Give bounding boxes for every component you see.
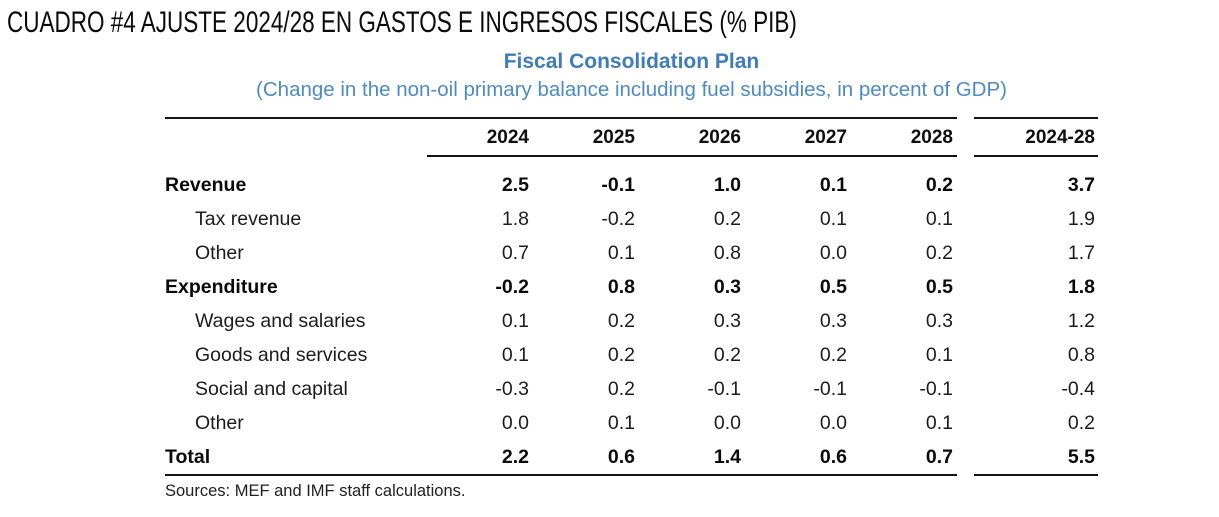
top-rule-lastcol-segment [974, 117, 1098, 119]
row-cell: -0.1 [919, 377, 953, 400]
column-header-2025: 2025 [592, 127, 635, 148]
row-label: Goods and services [195, 343, 368, 366]
row-cell: 0.8 [1067, 343, 1095, 366]
row-cell: 0.3 [713, 309, 741, 332]
row-cell: 0.1 [925, 411, 953, 434]
table-row: Other 0.0 0.1 0.0 0.0 0.1 0.2 [165, 406, 1098, 440]
row-cell: 2.2 [501, 445, 529, 468]
table-top-rule [165, 117, 1098, 119]
row-cell: 0.3 [819, 309, 847, 332]
row-cell: 0.2 [607, 377, 635, 400]
row-label: Other [195, 411, 244, 434]
row-cell: 0.2 [925, 241, 953, 264]
row-cell: -0.1 [813, 377, 847, 400]
header-rule-main-segment [427, 155, 957, 157]
fiscal-consolidation-table: Fiscal Consolidation Plan (Change in the… [165, 48, 1098, 501]
bottom-rule-main-segment [165, 474, 957, 476]
table-row: Wages and salaries 0.1 0.2 0.3 0.3 0.3 1… [165, 304, 1098, 338]
table-row: Social and capital -0.3 0.2 -0.1 -0.1 -0… [165, 372, 1098, 406]
table-header-rule [165, 155, 1098, 157]
row-cell: 2.5 [501, 173, 529, 196]
table-row: Goods and services 0.1 0.2 0.2 0.2 0.1 0… [165, 338, 1098, 372]
row-cell: -0.3 [495, 377, 529, 400]
table-row: Total 2.2 0.6 1.4 0.6 0.7 5.5 [165, 440, 1098, 474]
column-header-2024-28: 2024-28 [1025, 127, 1095, 148]
row-cell: -0.2 [495, 275, 529, 298]
row-cell: 1.4 [713, 445, 741, 468]
row-cell: 0.6 [607, 445, 635, 468]
row-cell: 0.1 [925, 207, 953, 230]
header-label-spacer [165, 149, 427, 155]
row-label: Social and capital [195, 377, 348, 400]
header-rule-lastcol-segment [974, 155, 1098, 157]
table-row: Other 0.7 0.1 0.8 0.0 0.2 1.7 [165, 236, 1098, 270]
table-row: Expenditure -0.2 0.8 0.3 0.5 0.5 1.8 [165, 270, 1098, 304]
row-label: Revenue [165, 173, 247, 196]
page-title: CUADRO #4 AJUSTE 2024/28 EN GASTOS E ING… [7, 6, 797, 39]
table-bottom-rule [165, 474, 1098, 476]
row-cell: -0.4 [1061, 377, 1095, 400]
row-cell: 0.1 [819, 207, 847, 230]
row-cell: 0.0 [819, 411, 847, 434]
row-cell: 0.0 [713, 411, 741, 434]
row-cell: 0.1 [501, 343, 529, 366]
row-cell: 3.7 [1067, 173, 1095, 196]
row-cell: 1.8 [1067, 275, 1095, 298]
table-header-row: 2024 2025 2026 2027 2028 2024-28 [165, 119, 1098, 155]
row-cell: 0.1 [819, 173, 847, 196]
row-label: Expenditure [165, 275, 278, 298]
row-cell: -0.1 [707, 377, 741, 400]
row-cell: 0.5 [819, 275, 847, 298]
row-cell: 0.2 [925, 173, 953, 196]
row-cell: 1.7 [1067, 241, 1095, 264]
row-label: Tax revenue [195, 207, 302, 230]
table-subtitle: (Change in the non-oil primary balance i… [256, 78, 1007, 101]
row-cell: 0.2 [713, 343, 741, 366]
row-cell: 1.0 [713, 173, 741, 196]
bottom-rule-lastcol-segment [974, 474, 1098, 476]
row-cell: 0.0 [819, 241, 847, 264]
row-cell: 0.7 [925, 445, 953, 468]
row-cell: 0.3 [925, 309, 953, 332]
row-cell: 0.2 [607, 309, 635, 332]
column-header-2027: 2027 [804, 127, 847, 148]
row-cell: 0.2 [819, 343, 847, 366]
row-cell: 0.8 [607, 275, 635, 298]
row-cell: 0.2 [713, 207, 741, 230]
row-cell: -0.2 [601, 207, 635, 230]
row-cell: 1.2 [1067, 309, 1095, 332]
table-title: Fiscal Consolidation Plan [503, 50, 760, 73]
table-source-note: Sources: MEF and IMF staff calculations. [165, 482, 466, 500]
column-header-2026: 2026 [698, 127, 741, 148]
table-body: Revenue 2.5 -0.1 1.0 0.1 0.2 3.7 Tax rev… [165, 168, 1098, 474]
top-rule-main-segment [165, 117, 957, 119]
column-header-2024: 2024 [486, 127, 529, 148]
row-cell: 5.5 [1067, 445, 1095, 468]
row-cell: 0.1 [501, 309, 529, 332]
row-cell: 1.9 [1067, 207, 1095, 230]
row-cell: 0.6 [819, 445, 847, 468]
row-cell: 0.1 [925, 343, 953, 366]
row-cell: 0.0 [501, 411, 529, 434]
row-cell: 0.3 [713, 275, 741, 298]
row-label: Wages and salaries [195, 309, 366, 332]
row-cell: 0.5 [925, 275, 953, 298]
row-label: Other [195, 241, 244, 264]
row-cell: 0.2 [1067, 411, 1095, 434]
table-row: Revenue 2.5 -0.1 1.0 0.1 0.2 3.7 [165, 168, 1098, 202]
table-body-spacer [165, 157, 1098, 168]
row-cell: 0.2 [607, 343, 635, 366]
column-header-2028: 2028 [910, 127, 953, 148]
row-cell: -0.1 [601, 173, 635, 196]
row-cell: 0.1 [607, 241, 635, 264]
row-cell: 0.8 [713, 241, 741, 264]
row-cell: 1.8 [501, 207, 529, 230]
row-label: Total [165, 445, 211, 468]
row-cell: 0.1 [607, 411, 635, 434]
table-row: Tax revenue 1.8 -0.2 0.2 0.1 0.1 1.9 [165, 202, 1098, 236]
row-cell: 0.7 [501, 241, 529, 264]
